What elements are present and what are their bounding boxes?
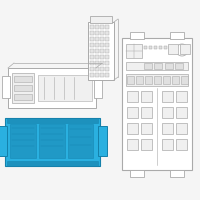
Bar bbox=[154, 76, 161, 84]
Bar bbox=[90, 73, 94, 77]
Bar bbox=[122, 38, 192, 170]
Bar bbox=[176, 91, 187, 102]
Bar bbox=[100, 25, 104, 29]
Bar bbox=[95, 73, 99, 77]
Bar bbox=[145, 76, 152, 84]
Bar bbox=[95, 25, 99, 29]
Bar bbox=[90, 16, 112, 23]
Bar bbox=[100, 49, 104, 53]
Bar bbox=[90, 31, 94, 35]
Bar bbox=[181, 76, 188, 84]
Bar bbox=[141, 91, 152, 102]
Bar bbox=[90, 49, 94, 53]
Bar bbox=[144, 63, 152, 69]
Bar bbox=[154, 46, 157, 49]
Bar bbox=[159, 46, 162, 49]
Bar bbox=[105, 37, 109, 41]
Bar bbox=[175, 63, 183, 69]
Bar bbox=[95, 55, 99, 59]
Bar bbox=[105, 31, 109, 35]
Bar bbox=[14, 94, 32, 100]
Bar bbox=[105, 49, 109, 53]
Bar bbox=[90, 37, 94, 41]
Bar bbox=[90, 61, 94, 65]
Bar bbox=[90, 25, 94, 29]
Bar bbox=[127, 76, 134, 84]
Bar bbox=[100, 67, 104, 71]
Bar bbox=[0, 126, 7, 156]
Bar bbox=[95, 43, 99, 47]
Bar bbox=[168, 44, 178, 54]
Bar bbox=[105, 73, 109, 77]
Bar bbox=[141, 107, 152, 118]
Bar bbox=[176, 123, 187, 134]
Bar bbox=[39, 124, 65, 158]
Bar bbox=[176, 139, 187, 150]
Bar bbox=[38, 75, 92, 101]
Bar bbox=[170, 170, 184, 177]
Bar bbox=[162, 139, 173, 150]
Bar bbox=[136, 76, 143, 84]
Bar bbox=[144, 46, 147, 49]
Bar bbox=[95, 61, 99, 65]
Bar bbox=[130, 170, 144, 177]
Bar bbox=[165, 63, 173, 69]
Bar bbox=[141, 123, 152, 134]
Bar bbox=[7, 161, 98, 166]
Bar bbox=[95, 37, 99, 41]
Bar bbox=[105, 43, 109, 47]
Bar bbox=[130, 32, 144, 39]
Bar bbox=[8, 68, 96, 108]
Bar bbox=[12, 73, 34, 103]
Bar bbox=[162, 91, 173, 102]
Bar bbox=[5, 118, 100, 166]
Bar bbox=[126, 62, 188, 70]
Bar bbox=[7, 118, 98, 123]
Bar bbox=[94, 76, 102, 98]
Bar bbox=[100, 55, 104, 59]
Bar bbox=[149, 46, 152, 49]
Bar bbox=[127, 139, 138, 150]
Bar bbox=[88, 22, 114, 80]
Bar bbox=[95, 31, 99, 35]
Bar bbox=[170, 32, 184, 39]
Bar bbox=[127, 123, 138, 134]
Bar bbox=[2, 76, 10, 98]
Bar bbox=[180, 44, 190, 54]
Bar bbox=[100, 43, 104, 47]
Bar bbox=[105, 55, 109, 59]
Bar bbox=[100, 31, 104, 35]
Bar bbox=[163, 76, 170, 84]
Bar bbox=[90, 67, 94, 71]
Bar bbox=[100, 37, 104, 41]
Bar bbox=[95, 67, 99, 71]
Bar bbox=[100, 61, 104, 65]
Bar bbox=[172, 76, 179, 84]
Bar bbox=[100, 73, 104, 77]
Bar bbox=[176, 107, 187, 118]
Bar bbox=[98, 126, 107, 156]
Bar bbox=[95, 49, 99, 53]
Bar bbox=[162, 123, 173, 134]
Bar bbox=[127, 91, 138, 102]
Bar bbox=[169, 46, 172, 49]
Bar bbox=[90, 43, 94, 47]
Bar bbox=[126, 44, 142, 58]
Bar bbox=[127, 107, 138, 118]
Bar bbox=[105, 25, 109, 29]
Bar bbox=[164, 46, 167, 49]
Bar bbox=[68, 124, 93, 158]
Bar bbox=[154, 63, 162, 69]
Bar bbox=[90, 55, 94, 59]
Bar bbox=[14, 76, 32, 82]
Circle shape bbox=[176, 44, 188, 56]
Bar bbox=[14, 85, 32, 91]
Bar bbox=[141, 139, 152, 150]
Bar bbox=[105, 67, 109, 71]
Bar bbox=[10, 124, 36, 158]
Bar bbox=[162, 107, 173, 118]
Bar bbox=[126, 74, 188, 86]
Bar bbox=[105, 61, 109, 65]
